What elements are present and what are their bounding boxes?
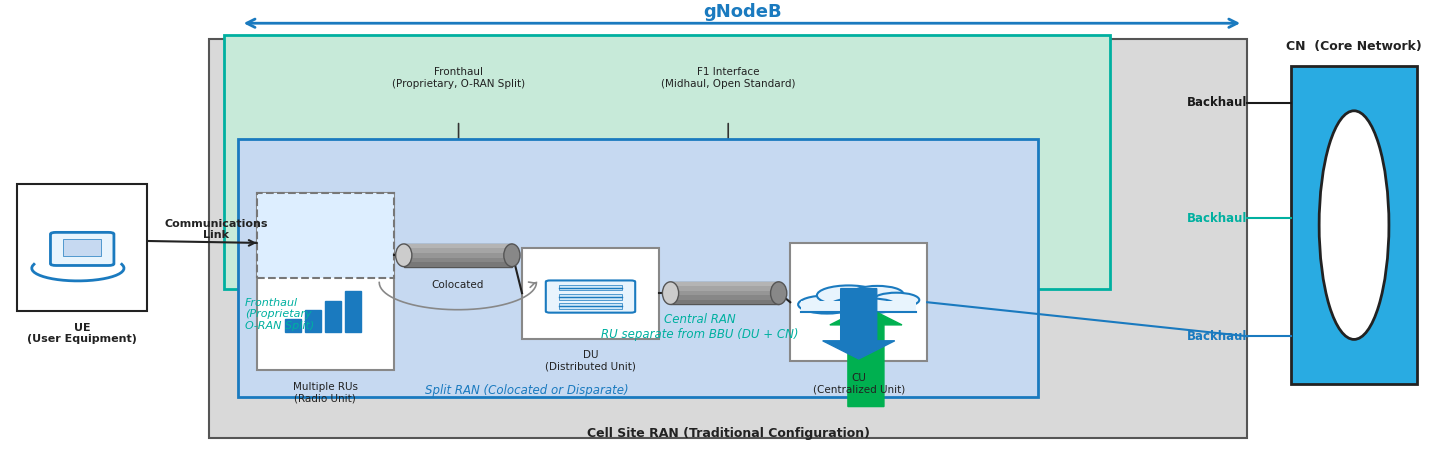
Text: CU
(Centralized Unit): CU (Centralized Unit) (813, 372, 904, 394)
FancyBboxPatch shape (238, 139, 1038, 397)
Text: Cell Site RAN (Traditional Configuration): Cell Site RAN (Traditional Configuration… (587, 427, 870, 440)
FancyBboxPatch shape (257, 193, 394, 370)
Bar (404, 244, 512, 248)
FancyBboxPatch shape (209, 39, 1247, 438)
Bar (284, 319, 300, 332)
Text: Central RAN
RU separate from BBU (DU + CN): Central RAN RU separate from BBU (DU + C… (601, 313, 797, 341)
Bar (559, 303, 623, 308)
Bar (671, 286, 779, 291)
FancyBboxPatch shape (1291, 66, 1417, 384)
Bar (671, 296, 779, 300)
Text: Fronthaul
(Proprietary
O-RAN Split): Fronthaul (Proprietary O-RAN Split) (245, 298, 314, 331)
FancyBboxPatch shape (257, 193, 394, 278)
FancyArrow shape (831, 307, 903, 407)
Circle shape (831, 299, 877, 313)
FancyBboxPatch shape (790, 243, 927, 361)
FancyBboxPatch shape (545, 280, 634, 313)
Text: DU
(Distributed Unit): DU (Distributed Unit) (545, 350, 636, 372)
Bar (404, 248, 512, 253)
Bar (559, 285, 623, 290)
Circle shape (851, 299, 897, 313)
Bar (671, 282, 779, 286)
Bar (404, 262, 512, 266)
Circle shape (799, 296, 857, 313)
Text: Split RAN (Colocated or Disparate): Split RAN (Colocated or Disparate) (425, 384, 629, 397)
Bar (326, 301, 342, 332)
Bar (404, 258, 512, 262)
Text: Communications
Link: Communications Link (164, 219, 268, 241)
Ellipse shape (662, 282, 679, 305)
Text: Backhaul: Backhaul (1187, 96, 1247, 109)
Bar (559, 294, 623, 300)
Text: Backhaul: Backhaul (1187, 212, 1247, 225)
Ellipse shape (503, 244, 521, 266)
FancyArrow shape (822, 289, 894, 359)
FancyBboxPatch shape (224, 35, 1110, 289)
Bar (802, 301, 917, 312)
Bar (404, 253, 512, 258)
Text: Fronthaul
(Proprietary, O-RAN Split): Fronthaul (Proprietary, O-RAN Split) (392, 67, 525, 89)
Text: F1 Interface
(Midhaul, Open Standard): F1 Interface (Midhaul, Open Standard) (660, 67, 796, 89)
Bar (671, 291, 779, 296)
Text: UE
(User Equipment): UE (User Equipment) (27, 323, 137, 344)
Ellipse shape (1319, 111, 1389, 339)
Bar (63, 239, 101, 256)
Bar (346, 291, 360, 332)
Ellipse shape (395, 244, 412, 266)
Text: CN  (Core Network): CN (Core Network) (1286, 40, 1422, 53)
Ellipse shape (770, 282, 787, 305)
Bar (404, 244, 512, 266)
Text: Multiple RUs
(Radio Unit): Multiple RUs (Radio Unit) (293, 382, 358, 403)
Bar (671, 300, 779, 305)
FancyBboxPatch shape (522, 248, 659, 338)
Circle shape (851, 286, 903, 302)
FancyBboxPatch shape (50, 232, 114, 266)
Text: gNodeB: gNodeB (704, 3, 782, 21)
Text: Backhaul: Backhaul (1187, 330, 1247, 343)
Bar (671, 282, 779, 305)
Circle shape (816, 285, 881, 305)
Bar (304, 310, 320, 332)
Circle shape (874, 293, 920, 307)
FancyBboxPatch shape (17, 184, 147, 311)
Text: Colocated: Colocated (431, 280, 485, 290)
